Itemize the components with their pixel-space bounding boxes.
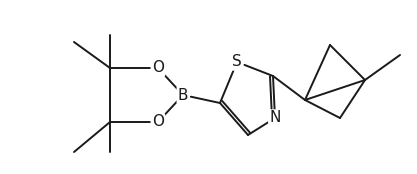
Text: O: O bbox=[152, 61, 164, 76]
Text: B: B bbox=[178, 88, 188, 102]
Text: N: N bbox=[269, 110, 281, 125]
Text: S: S bbox=[232, 54, 242, 69]
Text: O: O bbox=[152, 114, 164, 129]
